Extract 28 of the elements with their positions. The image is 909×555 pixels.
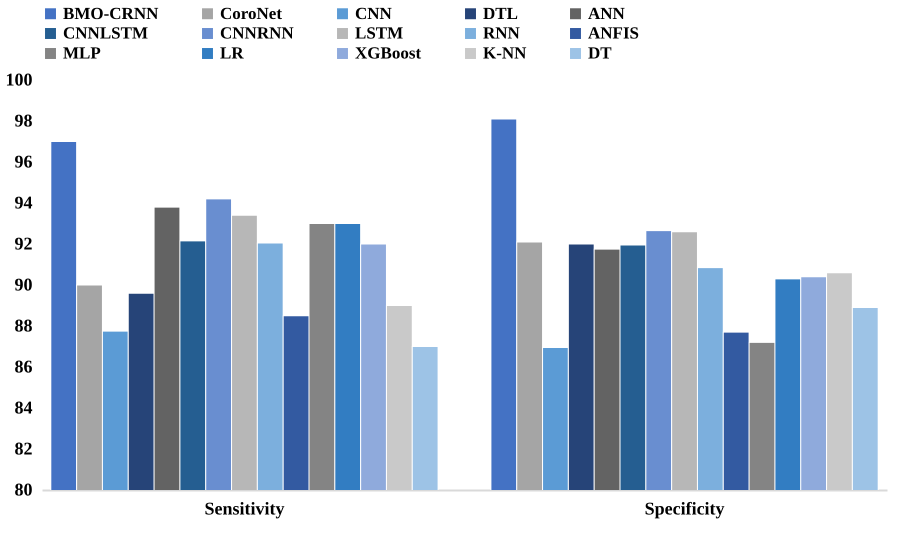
legend-label: DTL [483,4,518,23]
legend-label: ANN [588,4,626,23]
x-tick-label: Specificity [644,498,725,518]
legend-label: BMO-CRNN [63,4,160,23]
y-tick-label: 86 [14,356,32,376]
legend-label: DT [588,44,612,62]
legend-label: ANFIS [588,24,640,42]
x-tick-label: Sensitivity [204,498,284,518]
y-tick-label: 80 [14,480,32,500]
y-tick-label: 98 [14,110,32,130]
legend-label: MLP [63,44,101,62]
y-tick-label: 94 [14,192,32,212]
y-tick-label: 92 [14,234,32,254]
y-tick-label: 90 [14,274,32,294]
legend-label: RNN [483,24,521,42]
y-tick-label: 100 [6,70,32,90]
legend-label: CNN [355,4,393,23]
legend-label: CoroNet [220,4,282,23]
legend-label: CNNRNN [220,24,294,42]
legend-label: XGBoost [355,44,422,62]
legend-label: LSTM [355,24,404,42]
y-tick-label: 96 [14,152,32,172]
legend-label: K-NN [483,44,528,62]
y-tick-label: 88 [14,316,32,336]
legend-label: CNNLSTM [63,24,148,42]
y-tick-label: 82 [14,438,32,458]
y-tick-label: 84 [14,398,32,418]
legend-label: LR [220,44,244,62]
